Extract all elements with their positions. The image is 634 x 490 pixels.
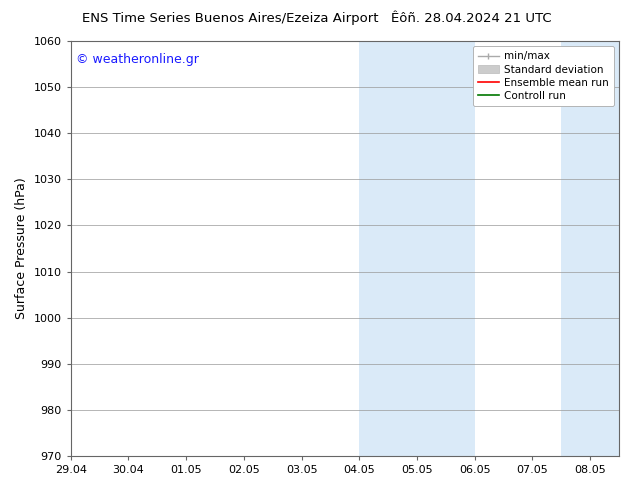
Text: ENS Time Series Buenos Aires/Ezeiza Airport: ENS Time Series Buenos Aires/Ezeiza Airp… [82, 12, 379, 25]
Bar [359, 41, 475, 456]
Bar [561, 41, 634, 456]
Y-axis label: Surface Pressure (hPa): Surface Pressure (hPa) [15, 178, 28, 319]
Text: © weatheronline.gr: © weatheronline.gr [76, 53, 199, 67]
Legend: min/max, Standard deviation, Ensemble mean run, Controll run: min/max, Standard deviation, Ensemble me… [472, 46, 614, 106]
Text: Êôñ. 28.04.2024 21 UTC: Êôñ. 28.04.2024 21 UTC [391, 12, 552, 25]
